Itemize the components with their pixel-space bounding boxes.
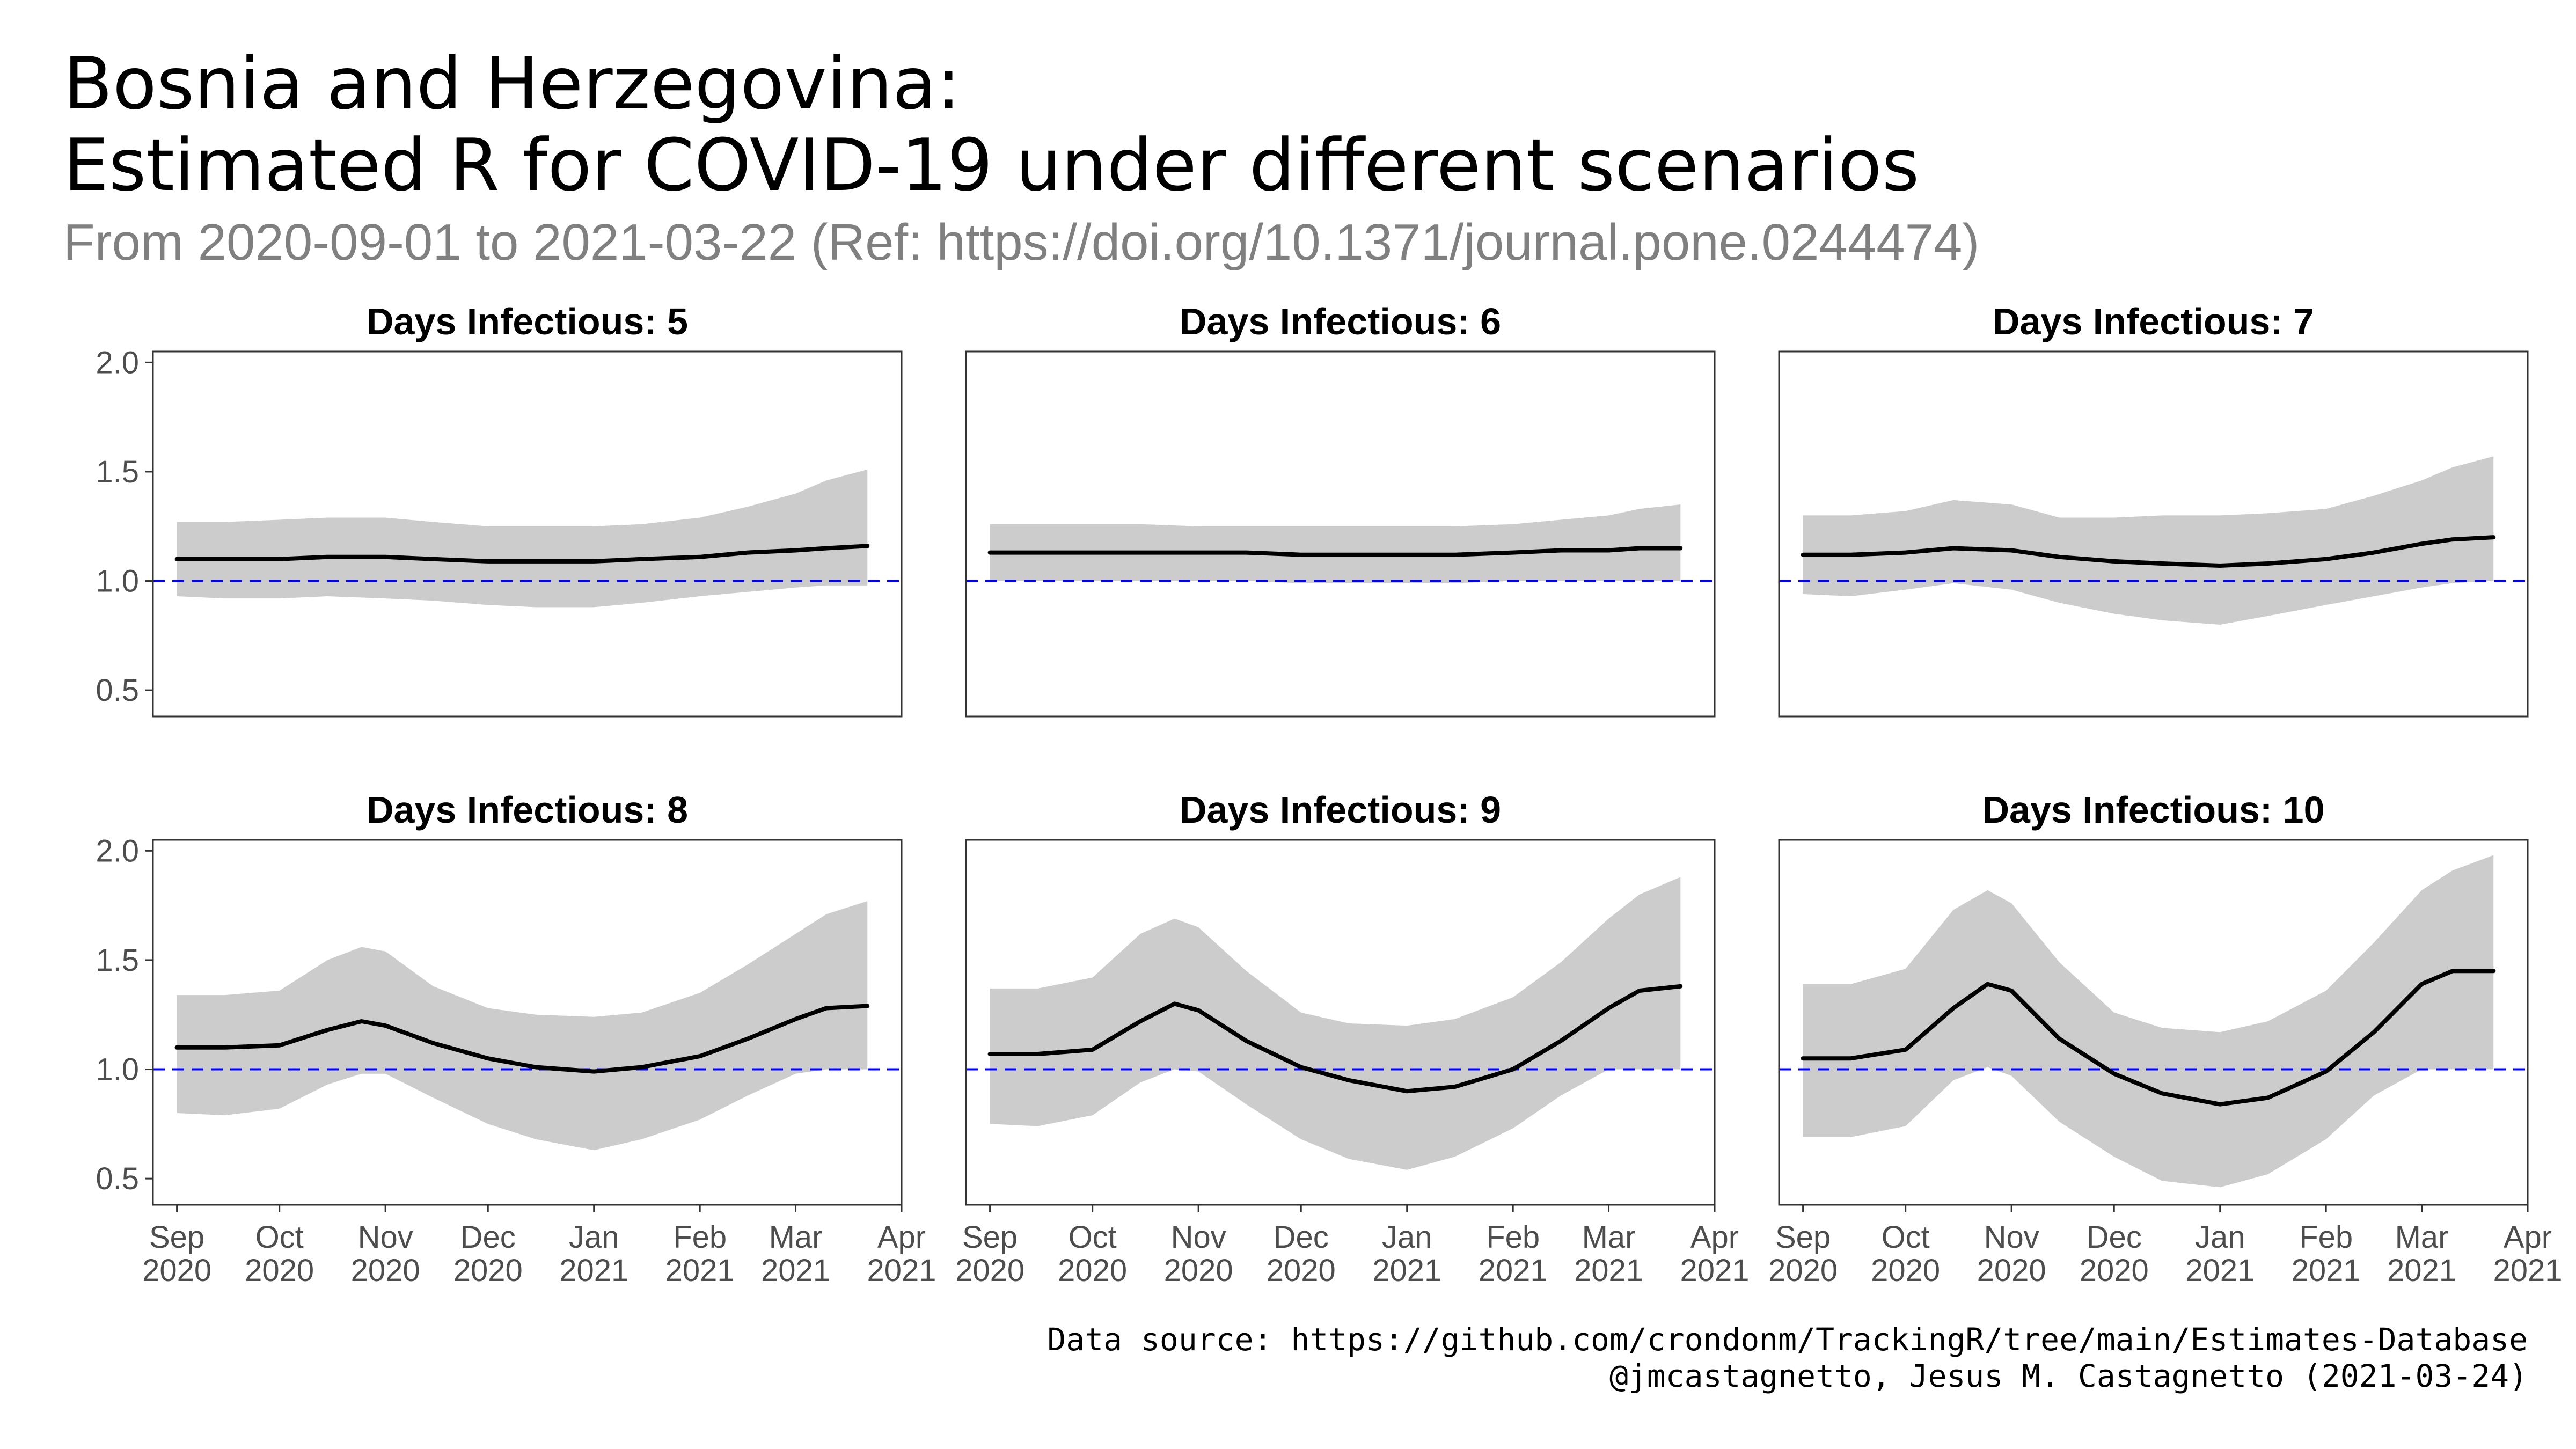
panel-strip-label: Days Infectious: 5	[367, 301, 688, 342]
x-tick-label-month: Sep	[962, 1220, 1018, 1255]
x-tick-label-month: Nov	[1984, 1220, 2039, 1255]
x-tick-label-month: Feb	[2299, 1220, 2353, 1255]
x-tick-label-year: 2021	[1574, 1253, 1643, 1288]
x-tick-label-year: 2021	[1372, 1253, 1441, 1288]
x-tick-label-year: 2021	[867, 1253, 936, 1288]
y-tick-label: 1.5	[96, 455, 139, 489]
chart-title-line-1: Bosnia and Herzegovina:	[63, 42, 961, 126]
y-tick-label: 0.5	[96, 1161, 139, 1196]
estimated-r-line	[174, 544, 870, 564]
x-tick-label-year: 2020	[1977, 1253, 2046, 1288]
x-tick-label-year: 2021	[2493, 1253, 2562, 1288]
x-tick-label-month: Oct	[1069, 1220, 1117, 1255]
x-tick-label-year: 2021	[2292, 1253, 2361, 1288]
panel-3: Days Infectious: 7	[1778, 301, 2529, 718]
caption-line-1: Data source: https://github.com/crondonm…	[1047, 1321, 2528, 1358]
x-tick-label-year: 2020	[1267, 1253, 1336, 1288]
panel-border	[1778, 350, 2529, 718]
x-tick-label-year: 2021	[761, 1253, 830, 1288]
x-tick-label-year: 2021	[1479, 1253, 1548, 1288]
x-tick-label-year: 2020	[245, 1253, 314, 1288]
estimated-r-line	[1801, 535, 2496, 568]
x-tick-label-month: Jan	[1382, 1220, 1432, 1255]
panel-strip-label: Days Infectious: 7	[1993, 301, 2314, 342]
x-tick-label-year: 2021	[1680, 1253, 1749, 1288]
x-tick-label-year: 2020	[1871, 1253, 1940, 1288]
x-tick-label-month: Feb	[673, 1220, 727, 1255]
estimated-r-line	[174, 1004, 870, 1074]
x-tick-label-year: 2020	[2080, 1253, 2149, 1288]
panel-strip-label: Days Infectious: 6	[1180, 301, 1501, 342]
confidence-ribbon	[177, 901, 868, 1151]
x-tick-label-month: Sep	[1775, 1220, 1831, 1255]
panel-border	[152, 839, 903, 1206]
confidence-ribbon	[1803, 456, 2494, 625]
panel-6: Days Infectious: 10Sep2020Oct2020Nov2020…	[1768, 789, 2562, 1288]
panel-border	[965, 350, 1716, 718]
panel-border	[1778, 839, 2529, 1206]
x-tick-label-year: 2021	[559, 1253, 628, 1288]
x-tick-label-month: Nov	[1171, 1220, 1226, 1255]
panel-strip-label: Days Infectious: 9	[1180, 789, 1501, 831]
chart-title-line-2: Estimated R for COVID-19 under different…	[63, 123, 1919, 207]
x-tick-label-month: Mar	[769, 1220, 823, 1255]
x-tick-label-year: 2021	[665, 1253, 735, 1288]
x-tick-label-month: Dec	[460, 1220, 516, 1255]
x-tick-label-month: Mar	[1582, 1220, 1636, 1255]
x-tick-label-year: 2021	[2185, 1253, 2255, 1288]
x-tick-label-month: Sep	[149, 1220, 204, 1255]
x-tick-label-month: Apr	[2504, 1220, 2552, 1255]
chart-subtitle: From 2020-09-01 to 2021-03-22 (Ref: http…	[63, 214, 1979, 271]
x-tick-label-month: Oct	[255, 1220, 304, 1255]
panel-strip-label: Days Infectious: 8	[367, 789, 688, 831]
x-tick-label-year: 2020	[1058, 1253, 1127, 1288]
confidence-ribbon	[1803, 855, 2494, 1188]
x-tick-label-month: Mar	[2395, 1220, 2449, 1255]
x-tick-label-month: Jan	[569, 1220, 619, 1255]
confidence-ribbon	[990, 504, 1681, 583]
y-tick-label: 0.5	[96, 673, 139, 708]
confidence-ribbon	[990, 877, 1681, 1170]
y-tick-label: 2.0	[96, 345, 139, 380]
x-tick-label-year: 2020	[955, 1253, 1024, 1288]
confidence-ribbon	[177, 469, 868, 608]
y-tick-label: 1.0	[96, 564, 139, 599]
panel-2: Days Infectious: 6	[965, 301, 1716, 718]
panel-strip-label: Days Infectious: 10	[1982, 789, 2325, 831]
x-tick-label-year: 2020	[351, 1253, 420, 1288]
x-tick-label-year: 2020	[142, 1253, 211, 1288]
x-tick-label-month: Oct	[1882, 1220, 1930, 1255]
x-tick-label-month: Nov	[358, 1220, 413, 1255]
x-tick-label-month: Dec	[2087, 1220, 2142, 1255]
x-tick-label-year: 2020	[1768, 1253, 1838, 1288]
panel-5: Days Infectious: 9Sep2020Oct2020Nov2020D…	[955, 789, 1749, 1288]
y-tick-label: 1.5	[96, 943, 139, 978]
x-tick-label-year: 2020	[1164, 1253, 1233, 1288]
caption-line-2: @jmcastagnetto, Jesus M. Castagnetto (20…	[1609, 1358, 2528, 1394]
panel-1: Days Infectious: 5 0.5 1.0 1.5 2.0	[96, 301, 903, 718]
estimated-r-line	[987, 546, 1683, 557]
y-tick-label: 1.0	[96, 1052, 139, 1087]
estimated-r-line	[987, 984, 1683, 1094]
x-tick-label-month: Feb	[1486, 1220, 1540, 1255]
panel-border	[152, 350, 903, 718]
x-tick-label-year: 2021	[2387, 1253, 2456, 1288]
x-tick-label-month: Apr	[1690, 1220, 1739, 1255]
x-tick-label-month: Apr	[877, 1220, 926, 1255]
x-tick-label-month: Dec	[1274, 1220, 1329, 1255]
y-tick-label: 2.0	[96, 833, 139, 868]
estimated-r-line	[1801, 969, 2496, 1107]
x-tick-label-year: 2020	[453, 1253, 523, 1288]
x-tick-label-month: Jan	[2195, 1220, 2245, 1255]
panel-4: Days Infectious: 80.51.01.52.0Sep2020Oct…	[96, 789, 936, 1288]
panel-border	[965, 839, 1716, 1206]
